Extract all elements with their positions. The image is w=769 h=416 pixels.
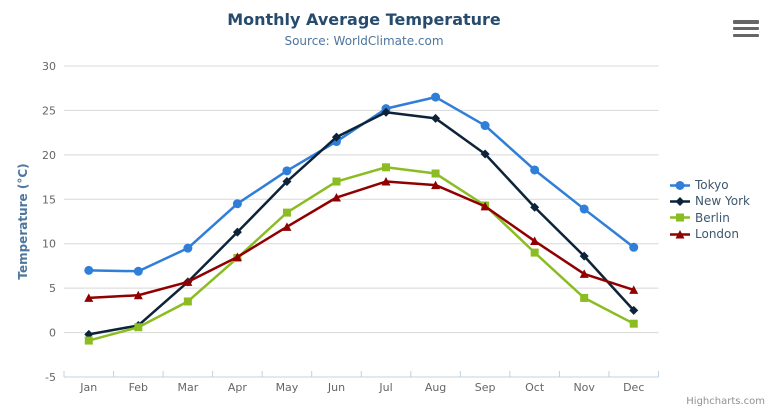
x-axis-label: Aug (425, 381, 446, 394)
square-marker-icon[interactable] (332, 177, 341, 186)
triangle-marker-icon[interactable] (282, 222, 292, 231)
diamond-marker-icon[interactable] (381, 107, 391, 117)
export-menu-button[interactable] (733, 20, 759, 37)
x-axis-label: Oct (525, 381, 545, 394)
credits-link[interactable]: Highcharts.com (686, 396, 765, 407)
circle-marker-icon[interactable] (84, 265, 94, 275)
series-line-tokyo[interactable] (87, 95, 635, 273)
triangle-marker-icon[interactable] (133, 290, 143, 300)
legend-item-new-york[interactable]: New York (670, 193, 750, 209)
diamond-marker-icon[interactable] (331, 132, 341, 142)
x-axis-label: Sep (475, 381, 496, 394)
x-axis-label: Nov (573, 381, 595, 394)
chart-subtitle: Source: WorldClimate.com (284, 34, 444, 48)
hamburger-icon (733, 33, 759, 37)
triangle-marker-icon[interactable] (629, 285, 639, 294)
circle-marker-icon[interactable] (133, 266, 143, 276)
square-marker-icon[interactable] (629, 319, 638, 328)
hamburger-icon (733, 20, 759, 24)
legend-label: New York (695, 194, 750, 209)
triangle-marker-icon[interactable] (431, 180, 441, 190)
triangle-marker-icon[interactable] (579, 269, 589, 278)
triangle-marker-icon[interactable] (183, 277, 193, 286)
circle-marker-icon[interactable] (579, 204, 589, 214)
legend-marker-london (670, 229, 690, 239)
diamond-marker-icon[interactable] (480, 149, 490, 159)
circle-marker-icon[interactable] (431, 92, 441, 102)
legend-item-london[interactable]: London (670, 226, 750, 242)
circle-marker-icon[interactable] (629, 242, 639, 252)
circle-marker-icon[interactable] (480, 121, 490, 131)
legend-label: London (695, 227, 739, 242)
square-marker-icon[interactable] (134, 323, 143, 332)
square-marker-icon[interactable] (580, 293, 589, 302)
hamburger-icon (733, 26, 759, 31)
triangle-marker-icon[interactable] (480, 201, 490, 211)
series-line-berlin[interactable] (87, 166, 635, 342)
diamond-marker-icon[interactable] (530, 202, 540, 212)
square-marker-icon[interactable] (183, 297, 192, 306)
y-axis-label: 20 (42, 149, 56, 162)
diamond-marker-icon[interactable] (579, 251, 589, 261)
x-axis-label: May (276, 381, 299, 394)
legend-item-berlin[interactable]: Berlin (670, 210, 750, 226)
circle-marker-icon (675, 180, 685, 190)
triangle-marker-icon[interactable] (530, 236, 540, 246)
circle-marker-icon[interactable] (232, 199, 242, 209)
y-axis-label: 5 (49, 282, 56, 295)
circle-marker-icon[interactable] (183, 243, 193, 253)
diamond-marker-icon[interactable] (282, 177, 292, 187)
triangle-marker-icon[interactable] (232, 252, 242, 262)
x-axis-label: Feb (129, 381, 148, 394)
series-line-london[interactable] (87, 180, 635, 300)
y-axis-title: Temperature (°C) (16, 163, 30, 279)
y-axis-label: 15 (42, 193, 56, 206)
x-axis-label: Dec (623, 381, 644, 394)
diamond-marker-icon (675, 196, 685, 206)
legend-marker-new-york (670, 196, 690, 206)
x-axis-label: Jun (327, 381, 345, 394)
legend: Tokyo New York Berlin London (670, 177, 750, 242)
x-axis-label: Apr (228, 381, 248, 394)
legend-marker-berlin (670, 213, 690, 222)
triangle-marker-icon (675, 229, 685, 239)
triangle-marker-icon[interactable] (84, 293, 94, 302)
x-axis-label: Jul (378, 381, 392, 394)
circle-marker-icon[interactable] (530, 165, 540, 175)
square-marker-icon[interactable] (431, 169, 440, 178)
x-axis-label: Jan (79, 381, 97, 394)
triangle-marker-icon[interactable] (331, 193, 341, 202)
y-axis-label: 25 (42, 104, 56, 117)
legend-marker-tokyo (670, 180, 690, 190)
square-marker-icon[interactable] (84, 336, 93, 345)
legend-item-tokyo[interactable]: Tokyo (670, 177, 750, 193)
diamond-marker-icon[interactable] (431, 113, 441, 123)
chart-title: Monthly Average Temperature (227, 10, 501, 29)
triangle-marker-icon[interactable] (381, 177, 391, 186)
diamond-marker-icon[interactable] (232, 227, 242, 237)
y-axis-label: 10 (42, 238, 56, 251)
square-marker-icon[interactable] (282, 208, 291, 217)
circle-marker-icon[interactable] (282, 166, 292, 176)
diamond-marker-icon[interactable] (629, 305, 639, 315)
legend-label: Tokyo (695, 178, 729, 193)
x-axis-label: Mar (177, 381, 198, 394)
square-marker-icon[interactable] (382, 163, 391, 172)
y-axis-label: -5 (45, 371, 56, 384)
square-marker-icon (676, 213, 684, 222)
legend-label: Berlin (695, 210, 730, 225)
square-marker-icon[interactable] (530, 248, 539, 257)
y-axis-label: 30 (42, 60, 56, 73)
series-line-new-york[interactable] (87, 110, 635, 336)
y-axis-label: 0 (49, 327, 56, 340)
